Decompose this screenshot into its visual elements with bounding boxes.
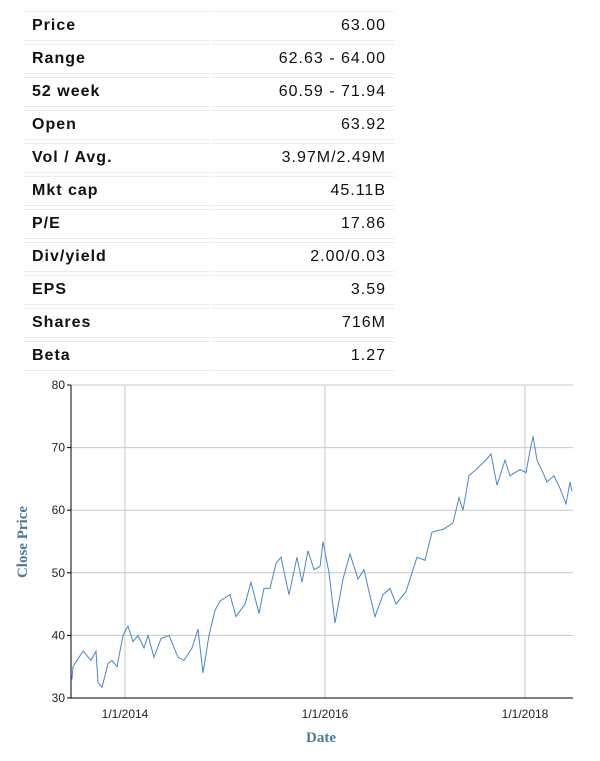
stat-label: Open [24, 110, 210, 140]
stat-label: Price [24, 11, 210, 41]
y-tick-label: 60 [52, 503, 66, 517]
stat-value: 17.86 [212, 209, 394, 239]
y-tick-label: 50 [52, 566, 66, 580]
x-tick-label: 1/1/2018 [502, 707, 549, 721]
stock-stats-table: Price 63.00 Range 62.63 - 64.00 52 week 60.59… [22, 8, 396, 374]
stat-value: 63.00 [212, 11, 394, 41]
stat-label: EPS [24, 275, 210, 305]
y-tick-label: 70 [52, 441, 66, 455]
stat-value: 2.00/0.03 [212, 242, 394, 272]
stat-row: P/E 17.86 [24, 209, 394, 239]
stat-label: Mkt cap [24, 176, 210, 206]
stat-row: 52 week 60.59 - 71.94 [24, 77, 394, 107]
stat-value: 716M [212, 308, 394, 338]
y-axis-label: Close Price [15, 506, 31, 578]
stat-row: Beta 1.27 [24, 341, 394, 371]
x-tick-label: 1/1/2014 [102, 707, 149, 721]
close-price-line [71, 436, 573, 689]
stat-value: 62.63 - 64.00 [212, 44, 394, 74]
stat-row: Mkt cap 45.11B [24, 176, 394, 206]
stat-value: 3.59 [212, 275, 394, 305]
stat-row: Vol / Avg. 3.97M/2.49M [24, 143, 394, 173]
stat-label: P/E [24, 209, 210, 239]
stat-row: Price 63.00 [24, 11, 394, 41]
stat-value: 60.59 - 71.94 [212, 77, 394, 107]
stat-row: Shares 716M [24, 308, 394, 338]
stat-row: Open 63.92 [24, 110, 394, 140]
stat-value: 1.27 [212, 341, 394, 371]
close-price-chart: 30 40 50 60 70 80 1/1/2014 1/1/2016 1/1/2018 Dat… [15, 378, 573, 746]
stat-value: 3.97M/2.49M [212, 143, 394, 173]
stat-label: Vol / Avg. [24, 143, 210, 173]
stat-label: Shares [24, 308, 210, 338]
grid [71, 384, 573, 699]
stat-label: 52 week [24, 77, 210, 107]
x-tick-label: 1/1/2016 [302, 707, 349, 721]
stat-label: Beta [24, 341, 210, 371]
y-tick-label: 30 [52, 691, 66, 705]
stat-label: Div/yield [24, 242, 210, 272]
x-axis-label: Date [306, 730, 336, 746]
stat-row: Div/yield 2.00/0.03 [24, 242, 394, 272]
y-tick-label: 80 [52, 378, 66, 392]
stat-value: 63.92 [212, 110, 394, 140]
axes [67, 384, 573, 699]
stat-row: EPS 3.59 [24, 275, 394, 305]
y-tick-label: 40 [52, 628, 66, 642]
tick-labels: 30 40 50 60 70 80 1/1/2014 1/1/2016 1/1/2018 [52, 378, 549, 721]
stat-label: Range [24, 44, 210, 74]
stat-row: Range 62.63 - 64.00 [24, 44, 394, 74]
stat-value: 45.11B [212, 176, 394, 206]
